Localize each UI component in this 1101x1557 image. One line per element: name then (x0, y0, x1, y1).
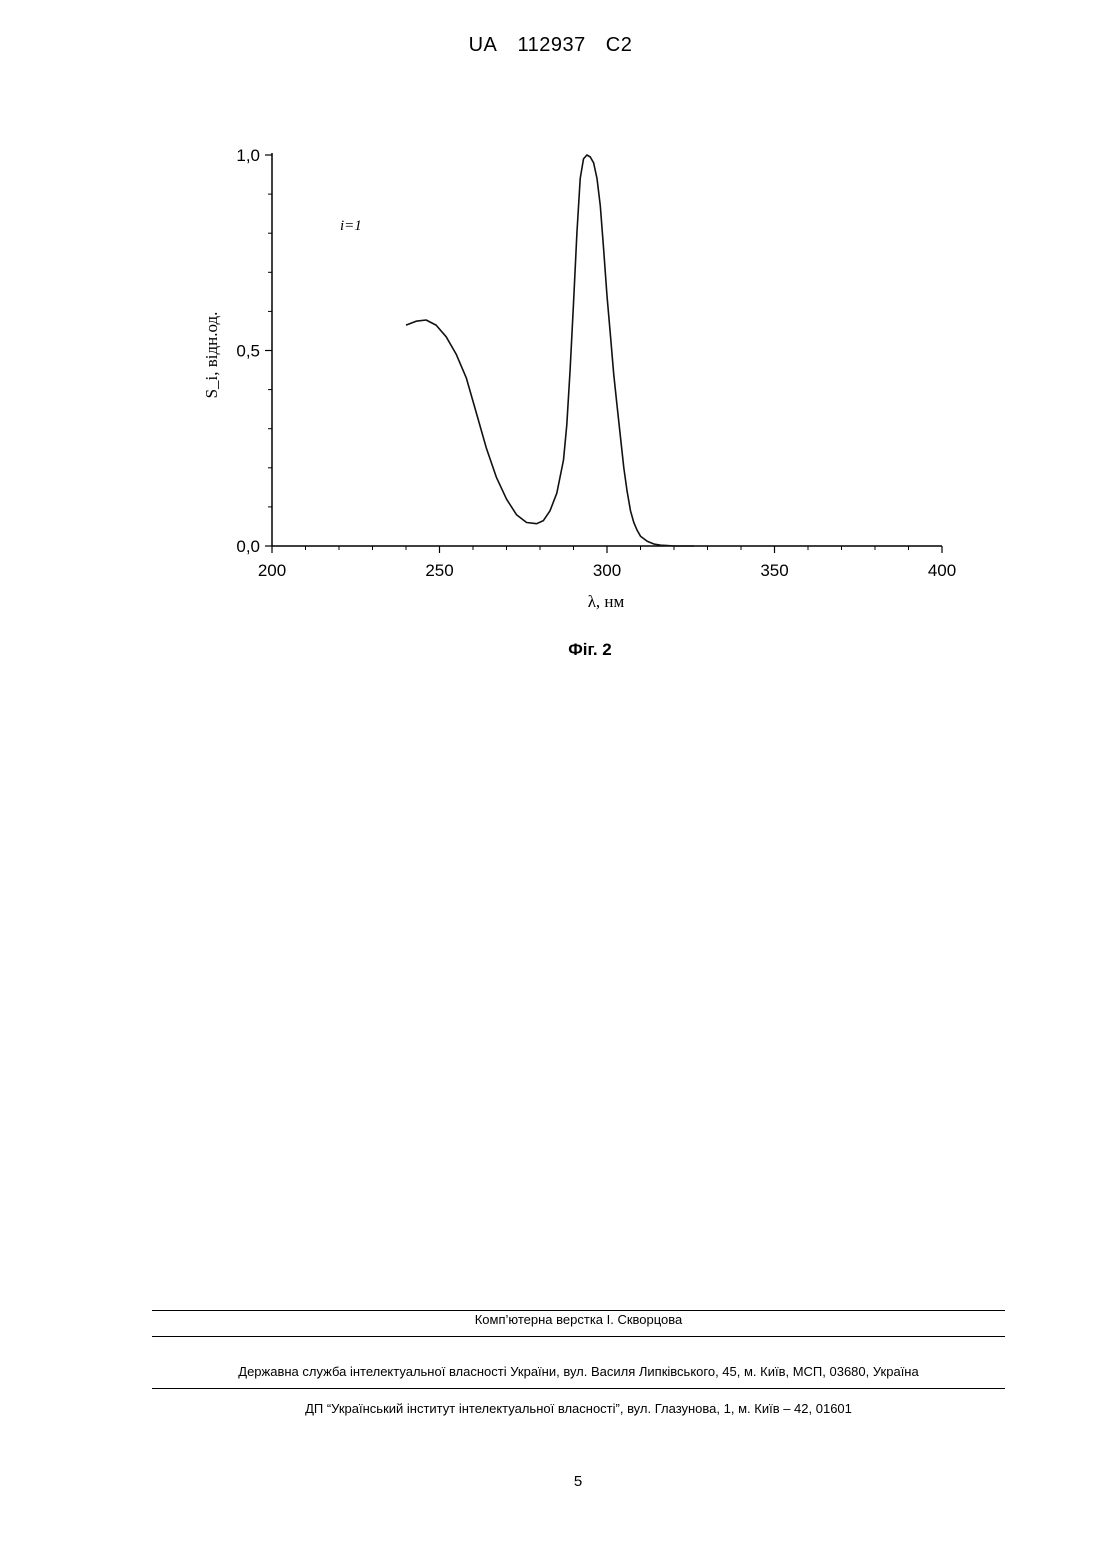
footer-typesetting: Комп’ютерна верстка І. Скворцова (152, 1312, 1005, 1327)
y-tick-label: 1,0 (236, 146, 260, 165)
footer-institute-address: ДП “Український інститут інтелектуальної… (152, 1401, 1005, 1416)
y-tick-label: 0,5 (236, 342, 260, 361)
footer-rule-top (152, 1310, 1005, 1311)
chart-ticks: 200 250 300 350 400 0,0 0,5 1,0 (236, 146, 956, 580)
footer-rule-bottom (152, 1388, 1005, 1389)
spectrum-chart: 200 250 300 350 400 0,0 0,5 1,0 i=1 λ, нм S_i, … (0, 0, 1101, 700)
x-tick-label: 300 (593, 561, 621, 580)
footer-rule-middle (152, 1336, 1005, 1337)
x-tick-label: 200 (258, 561, 286, 580)
y-axis-label: S_i, відн.од. (202, 312, 221, 399)
x-tick-label: 350 (760, 561, 788, 580)
x-axis-label: λ, нм (588, 592, 625, 611)
chart-annotation: i=1 (340, 218, 362, 234)
series-line (406, 155, 694, 546)
figure-caption: Фіг. 2 (0, 640, 1101, 660)
y-tick-label: 0,0 (236, 537, 260, 556)
x-tick-label: 250 (425, 561, 453, 580)
x-tick-label: 400 (928, 561, 956, 580)
chart-series (406, 155, 694, 546)
page-number: 5 (0, 1473, 1101, 1490)
footer-agency-address: Державна служба інтелектуальної власност… (152, 1364, 1005, 1379)
chart-axes (272, 153, 942, 546)
